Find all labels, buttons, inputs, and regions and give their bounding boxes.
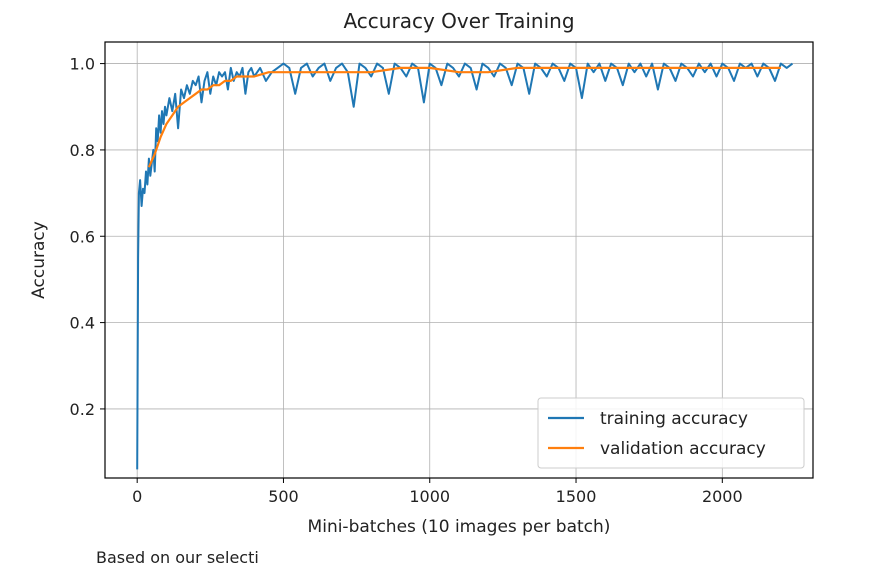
plot-frame [104,41,814,479]
legend: training accuracy validation accuracy [537,397,805,469]
x-tick-label: 500 [268,487,299,506]
y-tick-label: 1.0 [70,55,95,74]
x-axis-label: Mini-batches (10 images per batch) [308,517,611,537]
y-axis-label: Accuracy [29,221,49,299]
x-tick-label: 1500 [556,487,597,506]
x-tick-label: 2000 [702,487,743,506]
chart-title: Accuracy Over Training [343,9,574,33]
y-tick-label: 0.2 [70,400,95,419]
legend-box [537,397,805,469]
axis-ticks: 0 500 1000 1500 2000 0.2 0.4 0.6 0.8 1.0 [70,55,743,506]
caption-text: Based on our selecti [96,548,259,567]
legend-label-training: training accuracy [600,409,748,429]
x-tick-label: 0 [132,487,142,506]
series-lines [136,62,794,470]
y-tick-label: 0.4 [70,314,95,333]
validation-accuracy-line [147,66,781,168]
x-tick-label: 1000 [409,487,450,506]
grid-lines [105,42,813,478]
legend-label-validation: validation accuracy [600,439,766,459]
y-tick-label: 0.6 [70,227,95,246]
y-tick-label: 0.8 [70,141,95,160]
